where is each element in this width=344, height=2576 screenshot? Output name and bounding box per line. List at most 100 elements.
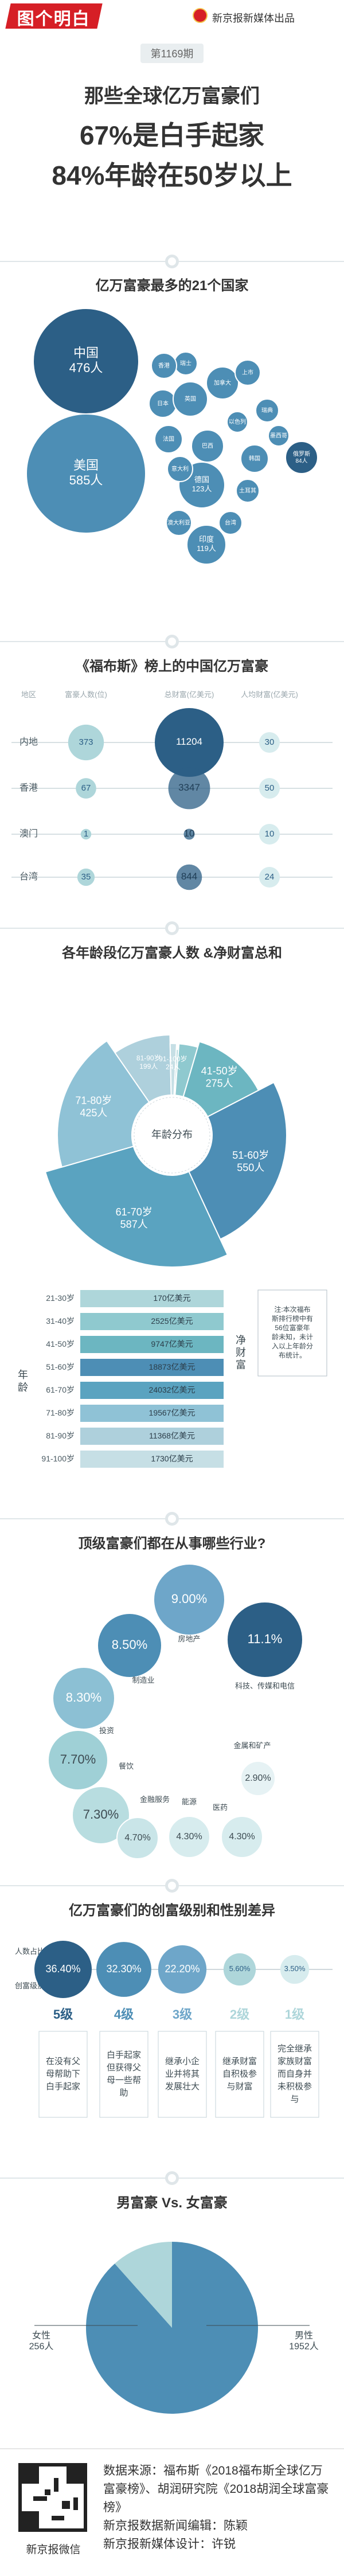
section-title-industry: 顶级富豪们都在从事哪些行业? (78, 1536, 266, 1551)
legend-bar (80, 1382, 224, 1399)
level-bubble (96, 1942, 151, 1997)
section-divider-dot (165, 1512, 179, 1526)
qr-code-icon[interactable] (18, 2463, 87, 2532)
qr-module (54, 2478, 58, 2492)
country-bubble (191, 429, 224, 463)
title-line-3: 84%年龄在50岁以上 (52, 161, 292, 190)
publisher-label: 新京报新媒体出品 (212, 13, 295, 24)
industry-label: 科技、传媒和电信 (235, 1682, 295, 1690)
title-line-1: 那些全球亿万富豪们 (84, 85, 260, 107)
legend-bar (80, 1428, 224, 1445)
qr-module (62, 2501, 70, 2509)
row-label: 人数占比 (15, 1947, 45, 1956)
table-header: 富豪人数(位) (65, 690, 107, 699)
row-sublabel: 创富级别 (15, 1981, 45, 1990)
country-bubble (240, 444, 269, 473)
wealth-bubble (176, 864, 202, 890)
country-bubble-label: 瑞士 (180, 359, 191, 367)
industry-label: 制造业 (132, 1676, 154, 1684)
gender-slice-female (115, 2242, 172, 2328)
industry-label: 金融服务 (140, 1795, 170, 1804)
avg-bubble (259, 824, 280, 845)
section-title-age: 各年龄段亿万富豪人数 &净财富总和 (62, 945, 282, 961)
wealth-bubble (168, 767, 210, 810)
editor-credit: 新京报数据新闻编辑：陈颖 (103, 2519, 248, 2532)
industry-value: 9.00% (171, 1592, 207, 1606)
count-value: 67 (81, 783, 91, 793)
legend-age: 61-70岁 (46, 1385, 75, 1394)
age-slice-label: 71-80岁 425人 (75, 1094, 112, 1119)
industry-bubble (48, 1730, 108, 1791)
level-desc-box (99, 2031, 148, 2118)
legend-wealth: 9747亿美元 (151, 1339, 193, 1348)
country-bubble-label: 意大利 (171, 465, 189, 472)
level-value: 36.40% (45, 1963, 80, 1975)
age-slice-label: 61-70岁 587人 (116, 1206, 153, 1230)
level-bubble (223, 1953, 256, 1986)
donut-center (134, 1097, 210, 1174)
age-slice-label: 81-90岁 199人 (136, 1054, 161, 1070)
country-bubble-label: 台湾 (225, 519, 236, 526)
country-bubble-label: 巴西 (202, 443, 213, 449)
country-bubble-label: 墨西哥 (270, 432, 287, 439)
legend-wealth: 18873亿美元 (149, 1362, 196, 1371)
data-sources: 数据来源：福布斯《2018福布斯全球亿万富豪榜》、胡润研究院《2018胡润全球富… (103, 2464, 329, 2514)
industry-value: 4.30% (229, 1832, 255, 1842)
legend-axis-label: 年龄 (18, 1369, 28, 1393)
level-value: 32.30% (106, 1963, 141, 1975)
level-category: 3级 (173, 2007, 192, 2022)
section-title-gender: 男富豪 Vs. 女富豪 (116, 2195, 228, 2211)
qr-module (22, 2466, 39, 2484)
level-desc-box (158, 2031, 207, 2118)
level-bubble (34, 1941, 92, 1998)
note-text: 注:本次福布斯排行榜中有 56位富豪年龄未知，未计入以上年龄分布统计。 (272, 1305, 313, 1359)
country-bubble-label: 法国 (163, 435, 174, 443)
section-divider-dot (165, 635, 179, 648)
country-bubble-label: 加拿大 (214, 379, 231, 386)
avg-bubble (259, 732, 280, 753)
wealth-value: 3347 (178, 782, 200, 793)
qr-module (52, 2516, 64, 2520)
issue-number: 第1169期 (140, 44, 204, 63)
qr-module (33, 2496, 47, 2501)
section-title-china: 《福布斯》榜上的中国亿万富豪 (76, 659, 268, 674)
footer: 新京报微信 数据来源：福布斯《2018福布斯全球亿万富豪榜》、胡润研究院《201… (0, 2448, 344, 2576)
section-title-countries: 亿万富豪最多的21个国家 (95, 278, 249, 294)
count-value: 1 (84, 829, 88, 839)
industry-value: 11.1% (248, 1632, 283, 1646)
section-divider-dot (165, 1879, 179, 1893)
legend-age: 31-40岁 (46, 1316, 75, 1326)
legend-age: 71-80岁 (46, 1408, 75, 1417)
gender-label-male: 男性 1952人 (289, 2331, 319, 2352)
level-category: 1级 (285, 2007, 304, 2022)
country-bubble-label: 土耳其 (239, 487, 256, 494)
section-divider-dot (165, 255, 179, 268)
logo[interactable]: 图个明白 (5, 3, 103, 29)
level-value: 5.60% (229, 1964, 251, 1973)
legend-bar (80, 1336, 224, 1353)
level-description: 白手起家但获得父母一些帮助 (107, 2050, 141, 2098)
level-category: 4级 (114, 2007, 134, 2022)
footer-sources: 数据来源：福布斯《2018福布斯全球亿万富豪榜》、胡润研究院《2018胡润全球富… (103, 2462, 333, 2554)
country-bubble-label: 韩国 (249, 455, 260, 462)
industry-value: 7.70% (60, 1752, 96, 1766)
industry-label: 能源 (182, 1797, 197, 1806)
legend-wealth: 19567亿美元 (149, 1408, 196, 1417)
newspaper-emblem-icon (193, 8, 208, 23)
level-category: 5级 (53, 2007, 73, 2022)
industry-bubble (116, 1817, 159, 1859)
qr-module (73, 2497, 78, 2510)
logo-text: 图个明白 (17, 10, 91, 29)
header: 图个明白 新京报新媒体出品 (0, 0, 344, 37)
qr-module (22, 2511, 39, 2528)
legend-bar (80, 1290, 224, 1307)
legend-bar (80, 1405, 224, 1422)
age-slice (188, 1081, 287, 1240)
legend-wealth: 170亿美元 (153, 1293, 190, 1303)
table-header: 地区 (21, 690, 36, 699)
legend-wealth: 1730亿美元 (151, 1454, 193, 1463)
count-bubble (68, 724, 104, 761)
country-bubble-label: 德国 123人 (192, 476, 212, 494)
legend-age: 91-100岁 (41, 1454, 75, 1463)
